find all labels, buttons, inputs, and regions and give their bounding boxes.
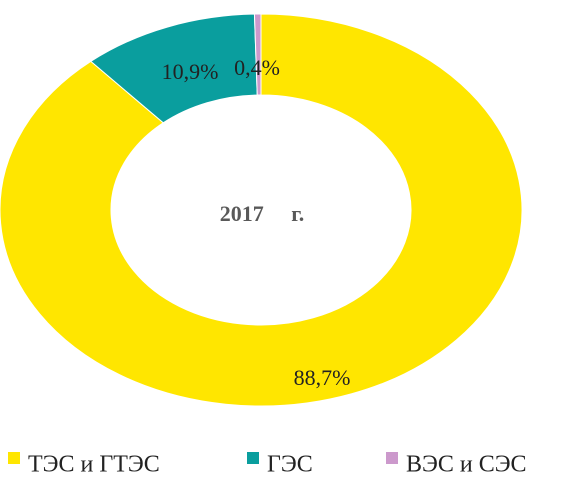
legend-swatch: [8, 452, 20, 464]
data-label: 88,7%: [294, 365, 351, 390]
legend-label: ТЭС и ГТЭС: [28, 452, 160, 478]
chart-title: 2017 г.: [220, 201, 305, 226]
legend-swatch: [247, 452, 259, 464]
data-label: 10,9%: [162, 59, 219, 84]
data-label: 0,4%: [234, 55, 280, 80]
legend-swatch: [386, 452, 398, 464]
legend-label: ВЭС и СЭС: [406, 452, 527, 478]
slice: [253, 13, 262, 96]
slice: [0, 13, 523, 407]
legend-label: ГЭС: [267, 452, 313, 478]
